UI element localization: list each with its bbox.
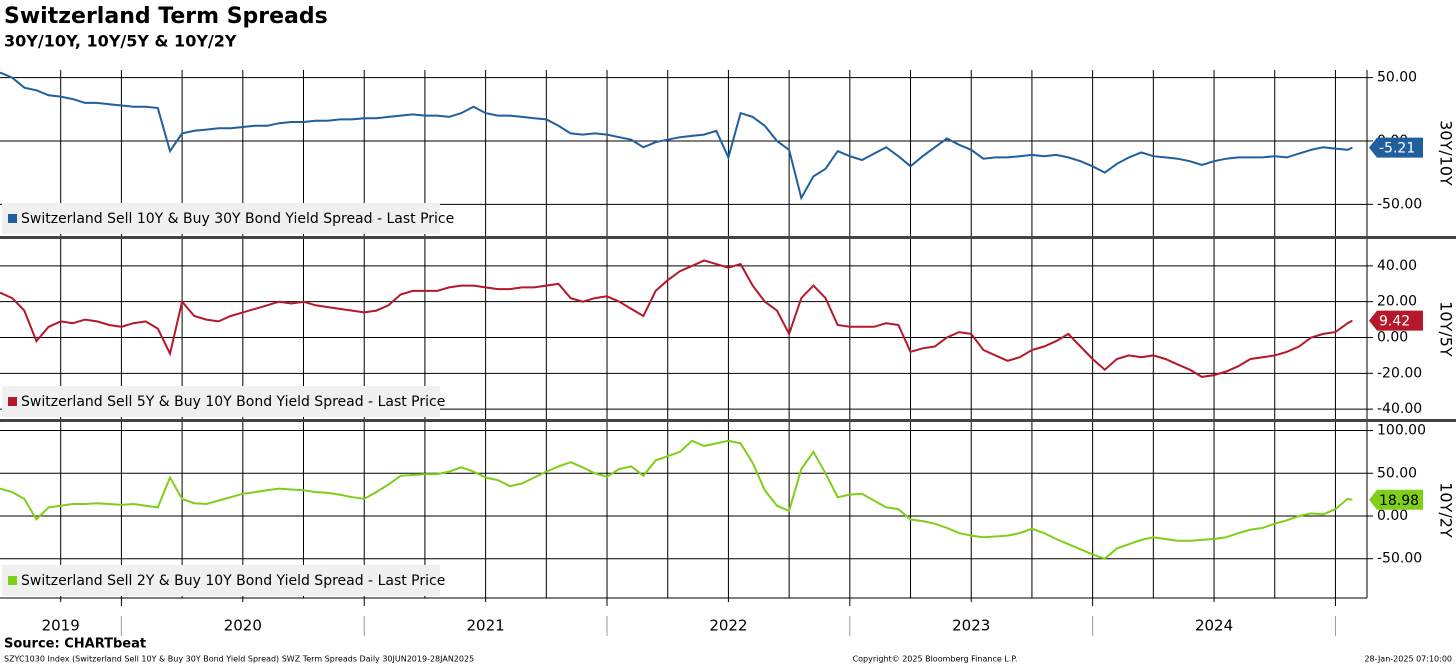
last-value-tag xyxy=(1369,489,1423,510)
legend-box xyxy=(2,203,440,234)
axis-label: 10Y/2Y xyxy=(1437,482,1456,538)
legend-box xyxy=(2,565,440,596)
last-value-tag xyxy=(1369,310,1423,331)
axis-label: 30Y/10Y xyxy=(1437,120,1456,186)
legend-swatch xyxy=(8,576,17,585)
x-tick-label: 2023 xyxy=(952,617,990,635)
axis-label: 10Y/5Y xyxy=(1437,301,1456,357)
footer-right: 28-Jan-2025 07:10:00 xyxy=(1364,655,1452,664)
x-tick-label: 2024 xyxy=(1195,617,1233,635)
y-tick-label: 0.00 xyxy=(1377,330,1408,346)
x-tick-label: 2019 xyxy=(42,617,80,635)
legend-swatch xyxy=(8,397,17,406)
y-tick-label: 40.00 xyxy=(1377,258,1417,274)
chart-subtitle: 30Y/10Y, 10Y/5Y & 10Y/2Y xyxy=(4,32,237,51)
y-tick-label: 50.00 xyxy=(1377,465,1417,481)
legend-label: Switzerland Sell 5Y & Buy 10Y Bond Yield… xyxy=(21,394,445,410)
legend-label: Switzerland Sell 2Y & Buy 10Y Bond Yield… xyxy=(21,573,445,589)
series-line xyxy=(0,259,1353,378)
series-line xyxy=(0,439,1353,560)
y-tick-label: -50.00 xyxy=(1377,551,1422,567)
y-tick-label: 50.00 xyxy=(1377,70,1417,86)
x-tick-label: 2022 xyxy=(709,617,747,635)
legend-box xyxy=(2,386,440,417)
footer-left: SZYC1030 Index (Switzerland Sell 10Y & B… xyxy=(4,655,474,664)
chart-title: Switzerland Term Spreads xyxy=(4,4,328,29)
x-tick-label: 2021 xyxy=(467,617,505,635)
last-value-label: 9.42 xyxy=(1379,314,1410,330)
footer-center: Copyright© 2025 Bloomberg Finance L.P. xyxy=(853,655,1018,664)
last-value-label: -5.21 xyxy=(1379,141,1415,157)
y-tick-label: -50.00 xyxy=(1377,196,1422,212)
x-tick-label: 2020 xyxy=(224,617,262,635)
source: Source: CHARTbeat xyxy=(4,637,146,652)
legend-swatch xyxy=(8,214,17,223)
y-tick-label: -20.00 xyxy=(1377,365,1422,381)
legend-label: Switzerland Sell 10Y & Buy 30Y Bond Yiel… xyxy=(21,211,454,227)
y-tick-label: 20.00 xyxy=(1377,294,1417,310)
y-tick-label: 0.00 xyxy=(1377,508,1408,524)
last-value-label: 18.98 xyxy=(1379,493,1419,509)
series-line xyxy=(0,71,1353,201)
last-value-tag xyxy=(1369,137,1423,158)
y-tick-label: 100.00 xyxy=(1377,423,1426,439)
y-tick-label: -40.00 xyxy=(1377,401,1422,417)
